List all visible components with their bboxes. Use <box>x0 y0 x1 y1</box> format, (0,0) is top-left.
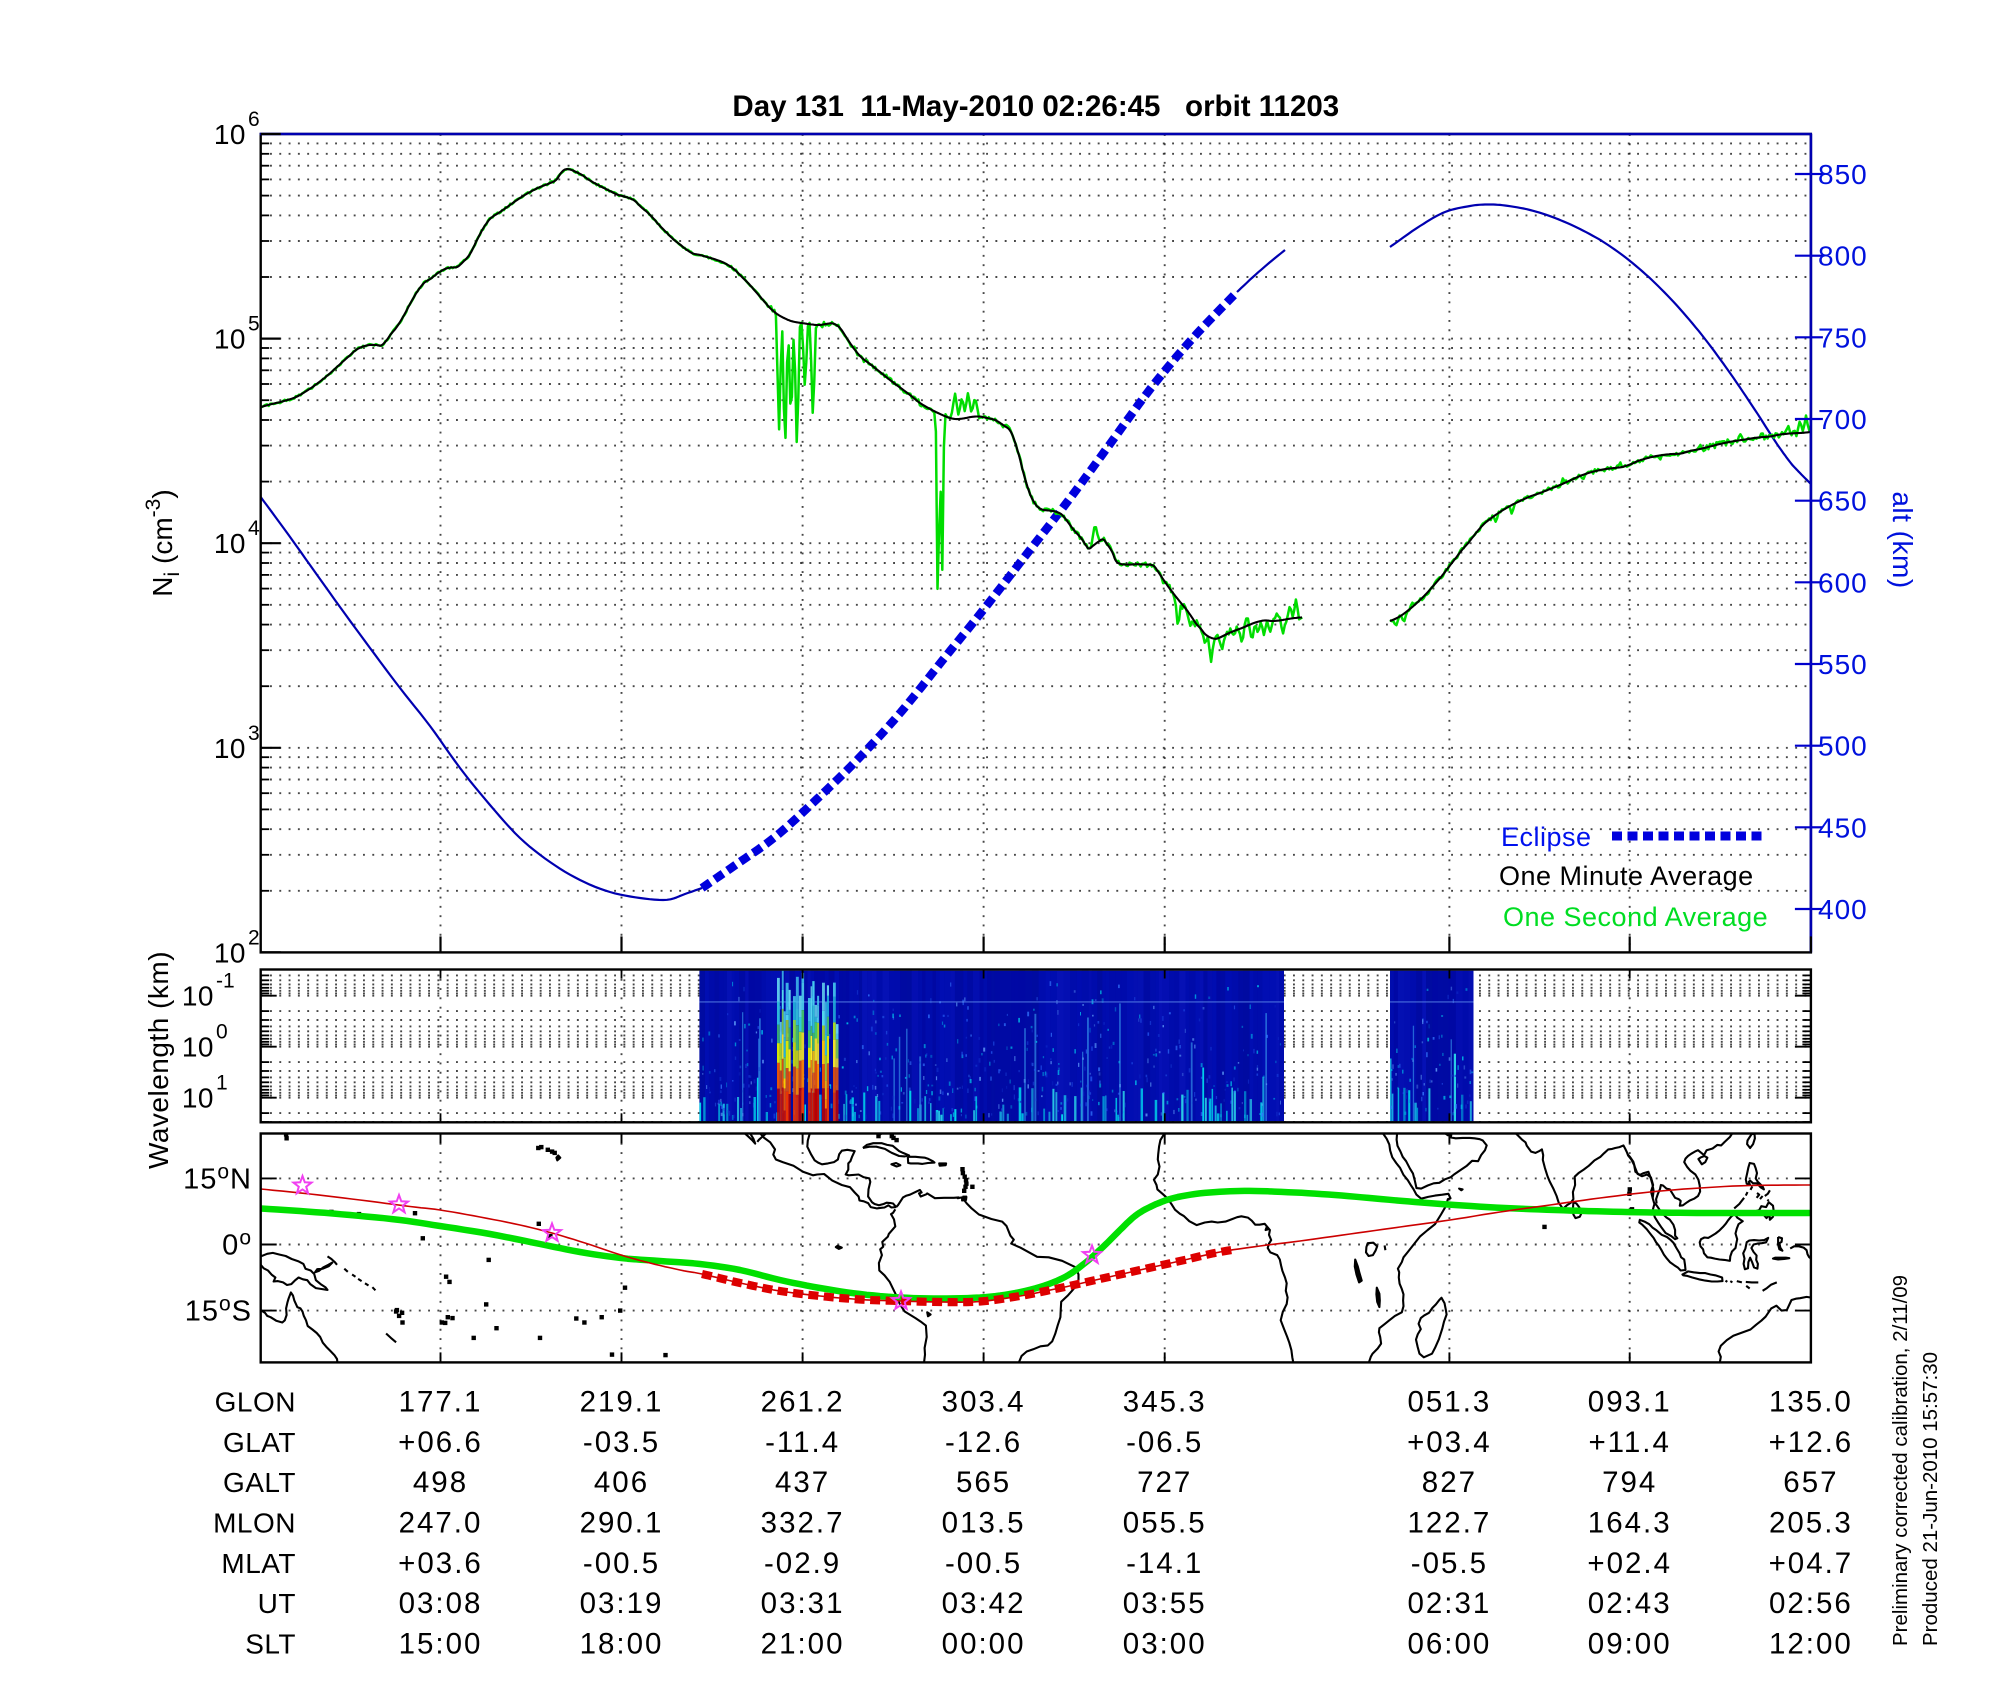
svg-text:10: 10 <box>214 528 246 559</box>
svg-text:02:31: 02:31 <box>1407 1587 1491 1620</box>
svg-text:02:56: 02:56 <box>1769 1587 1853 1620</box>
svg-text:345.3: 345.3 <box>1123 1385 1207 1418</box>
svg-text:013.5: 013.5 <box>942 1507 1026 1540</box>
svg-text:Produced 21-Jun-2010 15:57:30: Produced 21-Jun-2010 15:57:30 <box>1919 1352 1942 1646</box>
svg-text:247.0: 247.0 <box>399 1507 483 1540</box>
svg-text:700: 700 <box>1818 404 1868 435</box>
svg-text:+03.6: +03.6 <box>398 1547 483 1580</box>
svg-text:MLAT: MLAT <box>221 1548 296 1579</box>
svg-text:03:42: 03:42 <box>942 1587 1026 1620</box>
svg-text:UT: UT <box>258 1588 296 1619</box>
svg-text:093.1: 093.1 <box>1588 1385 1672 1418</box>
svg-text:21:00: 21:00 <box>761 1628 845 1661</box>
svg-text:alt (km): alt (km) <box>1887 491 1918 588</box>
svg-text:-05.5: -05.5 <box>1411 1547 1488 1580</box>
svg-text:GLON: GLON <box>215 1386 296 1417</box>
svg-text:500: 500 <box>1818 731 1868 762</box>
svg-text:550: 550 <box>1818 649 1868 680</box>
svg-text:4: 4 <box>248 517 260 540</box>
svg-text:09:00: 09:00 <box>1588 1628 1672 1661</box>
svg-text:406: 406 <box>594 1466 649 1499</box>
svg-text:03:55: 03:55 <box>1123 1587 1207 1620</box>
svg-text:332.7: 332.7 <box>761 1507 845 1540</box>
svg-text:290.1: 290.1 <box>580 1507 664 1540</box>
svg-text:15oN: 15oN <box>183 1160 252 1195</box>
svg-text:+02.4: +02.4 <box>1587 1547 1672 1580</box>
svg-text:Preliminary corrected calibrat: Preliminary corrected calibration, 2/11/… <box>1889 1275 1912 1646</box>
svg-text:600: 600 <box>1818 567 1868 598</box>
svg-text:-1: -1 <box>216 970 235 993</box>
svg-text:437: 437 <box>775 1466 830 1499</box>
svg-text:205.3: 205.3 <box>1769 1507 1853 1540</box>
svg-text:02:43: 02:43 <box>1588 1587 1672 1620</box>
svg-text:One Second Average: One Second Average <box>1503 902 1768 932</box>
svg-text:-00.5: -00.5 <box>583 1547 660 1580</box>
svg-text:06:00: 06:00 <box>1407 1628 1491 1661</box>
svg-text:15:00: 15:00 <box>399 1628 483 1661</box>
svg-text:6: 6 <box>248 108 260 131</box>
svg-text:051.3: 051.3 <box>1407 1385 1491 1418</box>
svg-text:+03.4: +03.4 <box>1407 1426 1492 1459</box>
svg-text:400: 400 <box>1818 894 1868 925</box>
svg-text:177.1: 177.1 <box>399 1385 483 1418</box>
svg-text:0: 0 <box>216 1021 228 1044</box>
svg-text:800: 800 <box>1818 241 1868 272</box>
svg-text:10: 10 <box>214 324 246 355</box>
svg-text:650: 650 <box>1818 486 1868 517</box>
svg-text:10: 10 <box>214 937 246 968</box>
svg-text:219.1: 219.1 <box>580 1385 664 1418</box>
svg-text:750: 750 <box>1818 322 1868 353</box>
svg-text:-11.4: -11.4 <box>765 1426 840 1459</box>
svg-text:10: 10 <box>182 981 214 1012</box>
svg-text:MLON: MLON <box>213 1508 296 1539</box>
svg-text:657: 657 <box>1783 1466 1838 1499</box>
svg-text:03:00: 03:00 <box>1123 1628 1207 1661</box>
svg-text:122.7: 122.7 <box>1407 1507 1491 1540</box>
svg-text:Eclipse: Eclipse <box>1501 822 1592 852</box>
svg-text:GALT: GALT <box>223 1467 296 1498</box>
svg-text:00:00: 00:00 <box>942 1628 1026 1661</box>
svg-text:850: 850 <box>1818 159 1868 190</box>
svg-text:794: 794 <box>1602 1466 1657 1499</box>
svg-text:+04.7: +04.7 <box>1769 1547 1854 1580</box>
svg-text:+06.6: +06.6 <box>398 1426 483 1459</box>
svg-text:827: 827 <box>1422 1466 1477 1499</box>
svg-text:727: 727 <box>1137 1466 1192 1499</box>
svg-text:12:00: 12:00 <box>1769 1628 1853 1661</box>
svg-text:10: 10 <box>182 1032 214 1063</box>
svg-text:-03.5: -03.5 <box>583 1426 660 1459</box>
svg-text:450: 450 <box>1818 812 1868 843</box>
svg-text:18:00: 18:00 <box>580 1628 664 1661</box>
svg-text:303.4: 303.4 <box>942 1385 1026 1418</box>
svg-text:3: 3 <box>248 722 260 745</box>
svg-text:10: 10 <box>182 1083 214 1114</box>
svg-text:+12.6: +12.6 <box>1769 1426 1854 1459</box>
svg-text:5: 5 <box>248 313 260 336</box>
svg-text:-06.5: -06.5 <box>1126 1426 1203 1459</box>
svg-text:-14.1: -14.1 <box>1126 1547 1203 1580</box>
svg-text:03:19: 03:19 <box>580 1587 664 1620</box>
svg-text:-12.6: -12.6 <box>945 1426 1022 1459</box>
svg-text:1: 1 <box>216 1072 228 1095</box>
svg-text:03:31: 03:31 <box>761 1587 845 1620</box>
svg-text:One Minute Average: One Minute Average <box>1499 861 1754 891</box>
svg-text:055.5: 055.5 <box>1123 1507 1207 1540</box>
svg-text:03:08: 03:08 <box>399 1587 483 1620</box>
svg-text:-02.9: -02.9 <box>764 1547 841 1580</box>
svg-text:261.2: 261.2 <box>761 1385 845 1418</box>
svg-text:SLT: SLT <box>245 1629 296 1660</box>
svg-text:+11.4: +11.4 <box>1588 1426 1670 1459</box>
svg-text:135.0: 135.0 <box>1769 1385 1853 1418</box>
svg-text:164.3: 164.3 <box>1588 1507 1672 1540</box>
svg-text:-00.5: -00.5 <box>945 1547 1022 1580</box>
svg-text:10: 10 <box>214 733 246 764</box>
svg-text:2: 2 <box>248 926 260 949</box>
svg-text:565: 565 <box>956 1466 1011 1499</box>
svg-text:GLAT: GLAT <box>223 1427 296 1458</box>
svg-text:Wavelength (km): Wavelength (km) <box>143 951 174 1169</box>
svg-text:Day 131 11-May-2010 02:26:45: Day 131 11-May-2010 02:26:45 orbit 11203 <box>732 90 1339 123</box>
svg-text:10: 10 <box>214 119 246 150</box>
svg-text:15oS: 15oS <box>185 1293 252 1328</box>
svg-text:498: 498 <box>413 1466 468 1499</box>
